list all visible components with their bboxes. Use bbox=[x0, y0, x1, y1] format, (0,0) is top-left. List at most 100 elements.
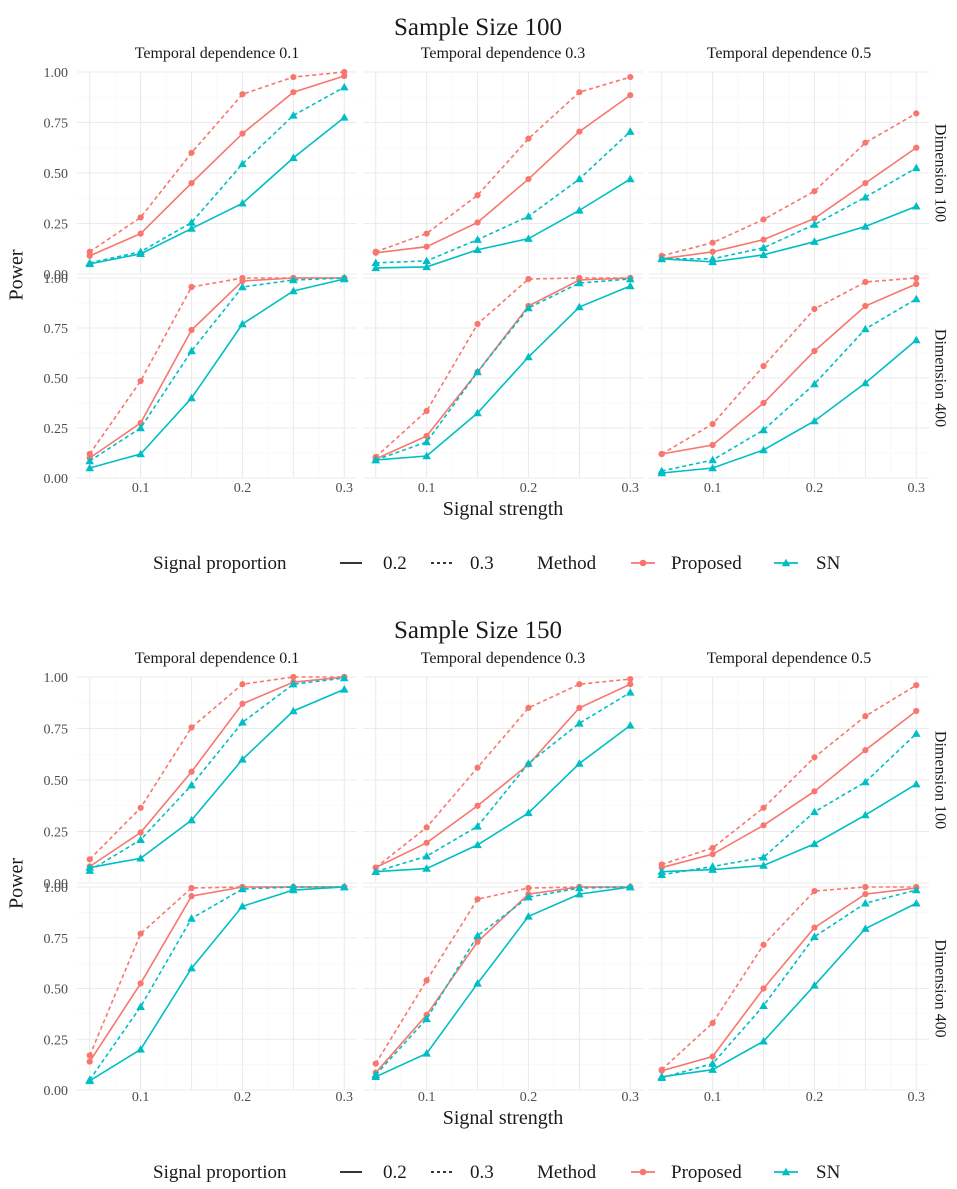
data-point-sn bbox=[708, 862, 717, 870]
data-point-proposed bbox=[525, 884, 532, 892]
legend-marker-proposed bbox=[639, 559, 647, 567]
series-line-proposed-0.2 bbox=[661, 710, 917, 869]
x-tick-label: 0.3 bbox=[908, 1090, 926, 1105]
series-line-sn-0.2 bbox=[661, 339, 917, 474]
data-point-proposed bbox=[862, 302, 869, 310]
data-point-sn bbox=[187, 963, 196, 972]
data-point-proposed bbox=[423, 432, 430, 440]
y-tick-label: 0.50 bbox=[44, 983, 69, 998]
data-point-proposed bbox=[137, 930, 144, 937]
series-line-proposed-0.3 bbox=[661, 886, 917, 1071]
data-point-proposed bbox=[137, 377, 144, 385]
data-point-proposed bbox=[709, 239, 716, 246]
data-point-sn bbox=[136, 423, 145, 432]
data-point-sn bbox=[339, 82, 349, 91]
x-tick-label: 0.1 bbox=[132, 481, 150, 496]
data-point-sn bbox=[911, 779, 921, 788]
data-point-sn bbox=[708, 1065, 717, 1073]
data-point-proposed bbox=[811, 305, 818, 313]
data-point-proposed bbox=[474, 938, 481, 945]
y-tick-label: 0.25 bbox=[44, 218, 69, 233]
facet-column-label: Temporal dependence 0.3 bbox=[421, 45, 586, 62]
data-point-sn bbox=[759, 852, 768, 861]
series-line-proposed-0.3 bbox=[375, 886, 631, 1065]
data-point-proposed bbox=[709, 441, 716, 449]
data-point-sn bbox=[708, 463, 717, 472]
data-point-proposed bbox=[86, 1052, 93, 1059]
data-point-sn bbox=[238, 718, 247, 726]
series-line-sn-0.3 bbox=[375, 278, 631, 461]
data-point-sn bbox=[238, 159, 247, 168]
data-point-sn bbox=[187, 815, 196, 824]
series-line-sn-0.3 bbox=[661, 167, 917, 260]
data-point-sn bbox=[473, 931, 482, 939]
x-tick-label: 0.2 bbox=[806, 481, 824, 496]
y-tick-label: 0.00 bbox=[44, 268, 69, 283]
data-point-proposed bbox=[862, 278, 869, 286]
legend-label-method: Proposed bbox=[671, 1162, 742, 1183]
data-point-sn bbox=[810, 379, 819, 388]
data-point-sn bbox=[575, 759, 584, 767]
series-line-proposed-0.2 bbox=[89, 75, 345, 257]
data-point-sn bbox=[625, 127, 635, 135]
y-tick-label: 1.00 bbox=[44, 881, 69, 896]
data-point-sn bbox=[759, 1001, 768, 1009]
facet-column-label: Temporal dependence 0.5 bbox=[707, 650, 872, 667]
data-point-proposed bbox=[474, 764, 481, 771]
data-point-sn bbox=[136, 1045, 145, 1053]
data-point-proposed bbox=[760, 941, 767, 948]
data-point-sn bbox=[524, 352, 533, 361]
data-point-proposed bbox=[760, 236, 767, 243]
facet-row-label: Dimension 400 bbox=[931, 329, 948, 427]
data-point-sn bbox=[524, 303, 533, 312]
series-line-sn-0.2 bbox=[89, 886, 345, 1082]
data-point-proposed bbox=[760, 804, 767, 811]
x-tick-label: 0.3 bbox=[622, 1090, 640, 1105]
data-point-proposed bbox=[709, 248, 716, 255]
series-line-sn-0.3 bbox=[375, 691, 631, 873]
series-line-sn-0.3 bbox=[375, 131, 631, 264]
data-point-proposed bbox=[290, 89, 297, 96]
panel-r1-c2 bbox=[363, 71, 643, 275]
data-point-proposed bbox=[760, 822, 767, 829]
data-point-sn bbox=[473, 979, 482, 987]
data-point-sn bbox=[861, 378, 870, 387]
facet-row-label: Dimension 100 bbox=[931, 731, 948, 829]
series-line-sn-0.2 bbox=[375, 886, 631, 1078]
data-point-proposed bbox=[423, 230, 430, 237]
series-line-sn-0.3 bbox=[375, 886, 631, 1076]
data-point-sn bbox=[625, 174, 635, 183]
data-point-proposed bbox=[811, 347, 818, 355]
data-point-sn bbox=[371, 263, 381, 272]
data-point-proposed bbox=[474, 320, 481, 328]
data-point-proposed bbox=[913, 682, 920, 689]
data-point-sn bbox=[422, 262, 431, 271]
data-point-sn bbox=[861, 222, 870, 230]
data-point-proposed bbox=[474, 802, 481, 809]
legend-title-method: Method bbox=[537, 553, 597, 574]
series-line-proposed-0.3 bbox=[375, 678, 631, 869]
data-point-proposed bbox=[627, 92, 634, 99]
data-point-sn bbox=[187, 218, 196, 226]
data-point-sn bbox=[339, 673, 349, 682]
legend-label-proportion: 0.3 bbox=[470, 553, 494, 574]
series-line-sn-0.3 bbox=[661, 298, 917, 472]
data-point-sn bbox=[238, 901, 247, 910]
x-tick-label: 0.3 bbox=[622, 481, 640, 496]
legend: Signal proportion 0.2 0.3 Method Proposed SN bbox=[153, 1162, 841, 1183]
data-point-sn bbox=[911, 729, 921, 737]
series-line-sn-0.3 bbox=[89, 277, 345, 462]
data-point-proposed bbox=[86, 856, 93, 863]
data-point-proposed bbox=[423, 243, 430, 250]
data-point-sn bbox=[136, 449, 145, 458]
data-point-proposed bbox=[658, 450, 665, 458]
data-point-proposed bbox=[576, 704, 583, 712]
data-point-sn bbox=[575, 302, 584, 311]
data-point-proposed bbox=[86, 248, 93, 255]
y-tick-label: 1.00 bbox=[44, 671, 69, 686]
data-point-sn bbox=[625, 688, 635, 696]
data-point-sn bbox=[524, 759, 533, 767]
data-point-sn bbox=[473, 840, 482, 849]
y-tick-label: 0.25 bbox=[44, 826, 69, 841]
